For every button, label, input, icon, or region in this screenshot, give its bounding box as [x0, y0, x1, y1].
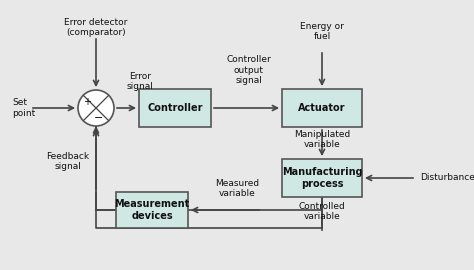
Text: Disturbances: Disturbances: [420, 174, 474, 183]
Text: Controlled
variable: Controlled variable: [299, 202, 346, 221]
Text: Controller: Controller: [147, 103, 203, 113]
Text: Energy or
fuel: Energy or fuel: [300, 22, 344, 41]
Text: Measured
variable: Measured variable: [215, 178, 259, 198]
Text: +: +: [82, 97, 91, 107]
FancyBboxPatch shape: [282, 89, 362, 127]
Text: Set
point: Set point: [12, 98, 35, 118]
Text: −: −: [94, 113, 103, 123]
Text: Actuator: Actuator: [298, 103, 346, 113]
Circle shape: [78, 90, 114, 126]
Text: Controller
output
signal: Controller output signal: [227, 55, 272, 85]
Text: Error
signal: Error signal: [127, 72, 154, 91]
Text: Error detector
(comparator): Error detector (comparator): [64, 18, 128, 38]
Text: Manufacturing
process: Manufacturing process: [282, 167, 362, 189]
Text: Manipulated
variable: Manipulated variable: [294, 130, 350, 149]
FancyBboxPatch shape: [282, 159, 362, 197]
Text: Feedback
signal: Feedback signal: [46, 152, 90, 171]
Text: Measurement
devices: Measurement devices: [114, 199, 190, 221]
FancyBboxPatch shape: [116, 192, 188, 228]
FancyBboxPatch shape: [139, 89, 211, 127]
